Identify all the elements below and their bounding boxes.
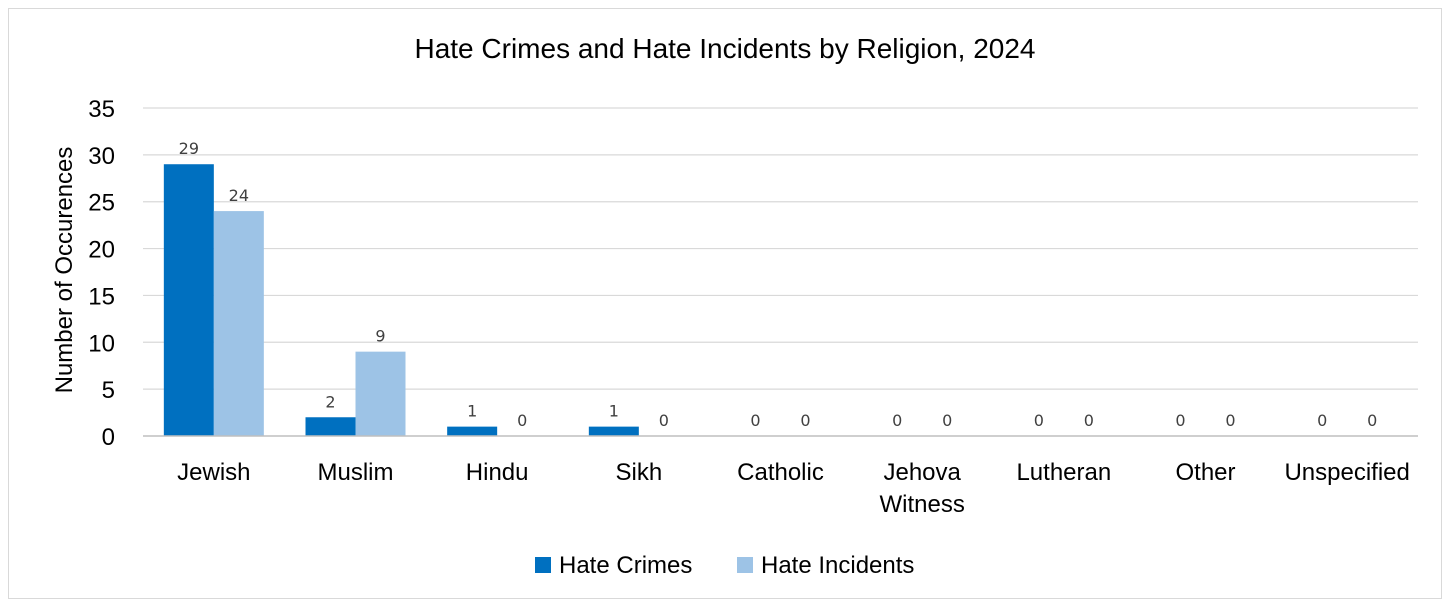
data-label: 24 (229, 186, 249, 205)
y-tick-label: 20 (88, 237, 115, 264)
bar-hate-incidents (356, 352, 406, 436)
x-axis-category-labels: Jewish Muslim Hindu Sikh Catholic Jehova Witne… (177, 459, 1410, 518)
data-label: 0 (1367, 411, 1377, 430)
y-axis-ticks: 0 5 10 15 20 25 30 35 (88, 96, 115, 451)
data-label: 0 (892, 411, 902, 430)
y-tick-label: 35 (88, 96, 115, 123)
y-tick-label: 0 (102, 424, 115, 451)
data-label: 0 (1317, 411, 1327, 430)
data-label: 1 (467, 402, 477, 421)
legend: Hate Crimes Hate Incidents (535, 552, 914, 579)
legend-label: Hate Incidents (761, 552, 914, 579)
x-tick-label: Jewish (177, 459, 250, 486)
legend-label: Hate Crimes (559, 552, 692, 579)
x-tick-label: Jehova (883, 459, 961, 486)
x-tick-label: Lutheran (1016, 459, 1111, 486)
chart-title: Hate Crimes and Hate Incidents by Religi… (414, 33, 1035, 64)
gridlines (143, 108, 1418, 389)
bar-hate-incidents (214, 211, 264, 436)
x-tick-label: Unspecified (1284, 459, 1409, 486)
y-axis-title: Number of Occurences (51, 147, 78, 394)
data-label: 0 (1175, 411, 1185, 430)
data-label: 0 (1225, 411, 1235, 430)
data-label: 2 (325, 392, 335, 411)
data-label: 1 (609, 402, 619, 421)
x-tick-label: Catholic (737, 459, 824, 486)
y-tick-label: 10 (88, 330, 115, 357)
y-tick-label: 15 (88, 283, 115, 310)
data-label: 0 (1084, 411, 1094, 430)
x-tick-label: Witness (879, 491, 964, 518)
data-label: 29 (179, 139, 199, 158)
data-label: 0 (659, 411, 669, 430)
x-tick-label: Muslim (318, 459, 394, 486)
bar-hate-crimes (164, 164, 214, 436)
y-tick-label: 30 (88, 143, 115, 170)
legend-swatch (737, 557, 753, 573)
y-tick-label: 25 (88, 190, 115, 217)
data-label: 0 (1034, 411, 1044, 430)
legend-swatch (535, 557, 551, 573)
data-label: 9 (375, 327, 385, 346)
bar-hate-crimes (306, 417, 356, 436)
data-label: 0 (750, 411, 760, 430)
bar-hate-crimes (589, 427, 639, 436)
x-tick-label: Hindu (466, 459, 529, 486)
data-label: 0 (942, 411, 952, 430)
x-tick-label: Sikh (615, 459, 662, 486)
data-label: 0 (517, 411, 527, 430)
x-tick-label: Other (1175, 459, 1235, 486)
y-tick-label: 5 (102, 377, 115, 404)
bar-hate-crimes (447, 427, 497, 436)
data-label: 0 (800, 411, 810, 430)
